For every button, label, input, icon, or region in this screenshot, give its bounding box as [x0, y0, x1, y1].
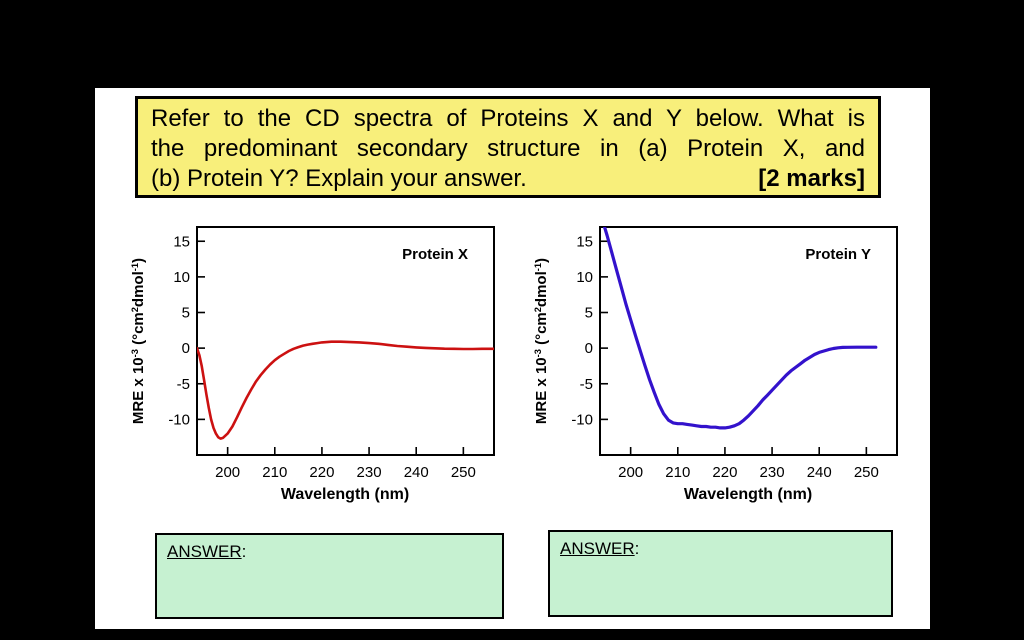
x-axis-label-protein-y: Wavelength (nm) — [683, 486, 813, 503]
y-tick-label: 15 — [173, 233, 190, 250]
marks-label: [2 marks] — [758, 165, 865, 192]
x-tick-label: 250 — [451, 464, 476, 481]
y-axis-label-superscript: 2 — [129, 307, 140, 313]
answer-label-colon: : — [241, 542, 247, 561]
x-tick-label: 230 — [760, 464, 785, 481]
question-line-1: Refer to the CD spectra of Proteins X an… — [151, 105, 865, 132]
y-tick-label: 15 — [576, 233, 593, 250]
answer-label: ANSWER — [560, 539, 635, 558]
y-axis-label-superscript: 2 — [532, 307, 543, 313]
y-axis-label-superscript: -3 — [129, 349, 140, 358]
y-axis-label-superscript: -1 — [532, 262, 543, 272]
x-tick-label: 210 — [262, 464, 287, 481]
y-tick-label: -10 — [571, 411, 593, 428]
y-tick-label: 10 — [173, 269, 190, 286]
answer-label-colon: : — [634, 539, 640, 558]
spectrum-curve — [602, 227, 878, 430]
question-box: Refer to the CD spectra of Proteins X an… — [135, 96, 881, 198]
y-axis-label-text: MRE x 10 — [533, 357, 550, 425]
spectrum-curve — [197, 340, 494, 440]
y-axis-label-protein-x: MRE x 10-3 (°cm2dmol-1) — [130, 221, 150, 461]
x-tick-label: 240 — [404, 464, 429, 481]
worksheet-sheet: Refer to the CD spectra of Proteins X an… — [95, 88, 930, 629]
x-tick-label: 230 — [357, 464, 382, 481]
y-axis-label-text: (°cm — [130, 312, 147, 350]
y-axis-label-text: dmol — [533, 271, 550, 308]
x-tick-label: 240 — [807, 464, 832, 481]
y-tick-label: -5 — [580, 376, 593, 393]
y-axis-label-text: MRE x 10 — [130, 357, 147, 425]
answer-box-protein-x[interactable]: ANSWER: — [155, 533, 504, 619]
y-tick-label: -10 — [168, 411, 190, 428]
series-title: Protein X — [402, 246, 468, 263]
x-tick-label: 220 — [309, 464, 334, 481]
y-axis-label-protein-y: MRE x 10-3 (°cm2dmol-1) — [533, 221, 553, 461]
cd-spectrum-chart-protein-y: 15 10 5 0 -5 -10 200 210 220 230 240 250 Protein Y — [571, 226, 898, 481]
x-tick-label: 210 — [665, 464, 690, 481]
cd-spectrum-chart-protein-x: 15 10 5 0 -5 -10 200 210 220 230 240 250 Protein X — [168, 226, 495, 481]
x-tick-label: 220 — [712, 464, 737, 481]
y-tick-label: 0 — [182, 340, 190, 357]
x-tick-label: 250 — [854, 464, 879, 481]
question-line-3-text: (b) Protein Y? Explain your answer. — [151, 165, 527, 192]
y-tick-label: 10 — [576, 269, 593, 286]
y-tick-label: -5 — [177, 376, 190, 393]
question-line-3: (b) Protein Y? Explain your answer. [2 m… — [151, 164, 865, 194]
x-tick-label: 200 — [618, 464, 643, 481]
x-axis-label-protein-x: Wavelength (nm) — [280, 486, 410, 503]
y-axis-label-superscript: -3 — [532, 349, 543, 358]
y-axis-label-superscript: -1 — [129, 262, 140, 272]
answer-label: ANSWER — [167, 542, 242, 561]
answer-box-protein-y[interactable]: ANSWER: — [548, 530, 893, 617]
y-axis-label-text: dmol — [130, 271, 147, 308]
series-title: Protein Y — [805, 246, 871, 263]
y-tick-label: 0 — [585, 340, 593, 357]
y-tick-label: 5 — [182, 305, 190, 322]
question-line-2: the predominant secondary structure in (… — [151, 135, 865, 162]
x-tick-label: 200 — [215, 464, 240, 481]
y-axis-label-text: (°cm — [533, 312, 550, 350]
y-tick-label: 5 — [585, 305, 593, 322]
